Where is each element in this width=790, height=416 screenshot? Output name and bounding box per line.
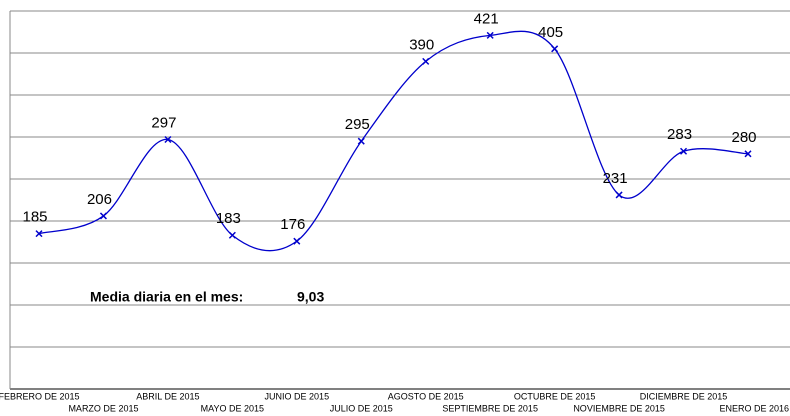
x-tick-label: JULIO DE 2015 bbox=[330, 403, 393, 413]
x-tick-label: ENERO DE 2016 bbox=[719, 403, 789, 413]
x-tick-label: OCTUBRE DE 2015 bbox=[514, 391, 596, 401]
point-marker bbox=[422, 57, 430, 65]
data-label: 280 bbox=[731, 129, 756, 146]
point-marker bbox=[99, 212, 107, 220]
point-marker bbox=[293, 237, 301, 245]
x-tick-label: DICIEMBRE DE 2015 bbox=[640, 391, 728, 401]
x-tick-label: NOVIEMBRE DE 2015 bbox=[573, 403, 665, 413]
point-marker bbox=[35, 230, 43, 238]
data-label: 183 bbox=[216, 210, 241, 227]
point-marker bbox=[357, 137, 365, 145]
x-tick-label: FEBRERO DE 2015 bbox=[0, 391, 80, 401]
point-marker bbox=[164, 135, 172, 144]
data-label: 231 bbox=[603, 170, 628, 187]
x-tick-label: JUNIO DE 2015 bbox=[265, 391, 330, 401]
x-tick-label: MARZO DE 2015 bbox=[68, 403, 138, 413]
point-marker bbox=[680, 147, 688, 155]
data-label: 421 bbox=[474, 10, 499, 27]
annotation-value: 9,03 bbox=[297, 289, 324, 305]
data-label: 295 bbox=[345, 116, 370, 133]
data-label: 390 bbox=[409, 36, 434, 53]
annotation: Media diaria en el mes: bbox=[90, 289, 243, 305]
data-label: 283 bbox=[667, 126, 692, 143]
x-tick-label: ABRIL DE 2015 bbox=[136, 391, 199, 401]
x-tick-label: MAYO DE 2015 bbox=[201, 403, 264, 413]
data-label: 405 bbox=[538, 24, 563, 41]
data-label: 176 bbox=[280, 216, 305, 233]
series-line bbox=[38, 30, 749, 252]
data-label: 185 bbox=[22, 209, 47, 226]
data-label: 297 bbox=[151, 114, 176, 131]
point-marker bbox=[551, 45, 559, 53]
point-marker bbox=[228, 231, 236, 239]
point-marker bbox=[486, 31, 494, 39]
point-marker bbox=[615, 191, 623, 199]
data-label: 206 bbox=[87, 191, 112, 208]
x-tick-label: SEPTIEMBRE DE 2015 bbox=[442, 403, 538, 413]
x-tick-label: AGOSTO DE 2015 bbox=[388, 391, 464, 401]
point-marker bbox=[744, 150, 752, 158]
